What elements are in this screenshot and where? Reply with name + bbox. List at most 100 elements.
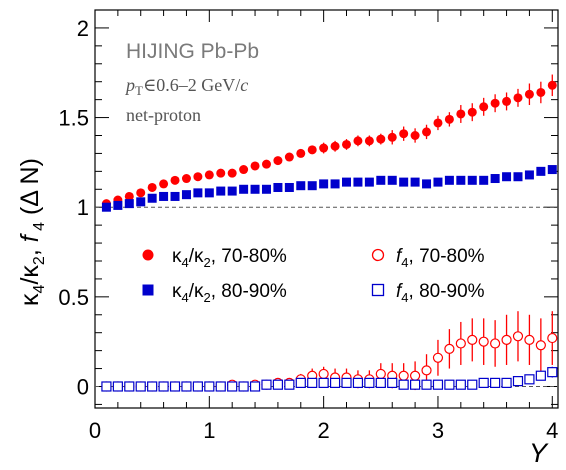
data-point-series-0 <box>513 93 523 103</box>
data-point-series-3 <box>535 370 546 381</box>
data-point-series-1 <box>502 172 512 182</box>
data-point-series-3 <box>490 377 501 389</box>
data-point-series-1 <box>239 184 249 194</box>
data-point-series-0 <box>444 114 454 124</box>
data-point-series-0 <box>342 139 352 149</box>
data-point-series-3 <box>158 381 169 392</box>
data-point-series-3 <box>467 379 478 390</box>
data-point-series-1 <box>513 172 523 182</box>
data-point-series-1 <box>273 182 283 192</box>
data-point-series-3 <box>421 379 432 390</box>
data-point-series-3 <box>112 381 123 392</box>
data-point-series-2 <box>318 368 329 380</box>
legend-label-kappa-70-80: κ4/κ2, 70-80% <box>172 246 287 270</box>
pt-range: ∈0.6–2 GeV/ <box>143 75 240 95</box>
data-point-series-1 <box>387 175 397 185</box>
y-label-f-sub: 4 <box>31 222 48 235</box>
y-tick-label: 1 <box>77 195 89 220</box>
data-point-series-3 <box>204 381 215 392</box>
data-point-series-3 <box>238 381 249 392</box>
plot-area-border <box>94 9 559 409</box>
data-point-series-0 <box>147 182 157 192</box>
data-point-series-0 <box>399 129 409 139</box>
data-point-series-1 <box>307 181 317 191</box>
data-point-series-3 <box>147 381 158 392</box>
data-point-series-1 <box>467 175 477 185</box>
data-point-series-1 <box>319 179 329 189</box>
data-point-series-3 <box>512 376 524 387</box>
data-point-series-1 <box>364 177 374 187</box>
data-point-series-3 <box>398 379 409 390</box>
data-point-series-0 <box>410 130 420 140</box>
data-point-series-0 <box>330 141 340 151</box>
data-point-series-1 <box>204 188 214 198</box>
pt-symbol: p <box>124 75 135 95</box>
data-point-series-3 <box>261 379 272 390</box>
data-point-series-0 <box>433 118 443 128</box>
data-point-series-1 <box>524 170 534 180</box>
data-point-series-3 <box>375 377 386 389</box>
legend: κ4/κ2, 70-80% κ4/κ2, 80-90% f4, 70-80% f… <box>142 246 485 305</box>
data-point-series-1 <box>444 175 454 185</box>
legend-marker-f4-70-80 <box>371 248 385 262</box>
data-point-series-1 <box>250 184 260 194</box>
data-point-series-0 <box>181 174 191 184</box>
data-point-series-0 <box>136 188 146 198</box>
data-point-series-1 <box>170 191 180 201</box>
data-point-series-1 <box>147 193 157 203</box>
data-point-series-0 <box>159 179 169 189</box>
data-point-series-1 <box>113 200 123 210</box>
pt-unit-c: c <box>240 75 248 95</box>
data-point-series-1 <box>353 177 363 187</box>
y-label-f: f <box>16 232 44 242</box>
data-point-series-1 <box>284 182 294 192</box>
tick-labels: 0 1 2 3 4 0 0.5 1 1.5 2 <box>58 16 558 443</box>
data-points <box>101 74 558 392</box>
y-tick-label: 1.5 <box>58 106 89 131</box>
data-point-series-2 <box>398 370 409 381</box>
data-point-series-3 <box>181 381 192 392</box>
data-point-series-2 <box>490 338 501 349</box>
data-point-series-0 <box>456 109 466 119</box>
y-label-sub-2: 2 <box>31 256 48 265</box>
data-point-series-0 <box>387 132 397 142</box>
data-point-series-1 <box>101 202 111 212</box>
data-point-series-3 <box>352 377 364 389</box>
data-point-series-2 <box>501 334 512 345</box>
chart-subtitle-observable: net-proton <box>126 105 201 125</box>
data-point-series-1 <box>136 197 146 207</box>
y-label-delta: (Δ N) <box>16 158 44 222</box>
data-point-series-3 <box>215 381 226 392</box>
data-point-series-1 <box>330 179 340 189</box>
data-point-series-3 <box>409 379 421 390</box>
x-tick-label: 4 <box>546 418 558 443</box>
data-point-series-2 <box>512 331 524 342</box>
data-point-series-0 <box>502 96 512 106</box>
y-label-kappa4: κ <box>16 293 44 306</box>
data-point-series-2 <box>444 343 455 354</box>
data-point-series-0 <box>170 175 180 185</box>
data-point-series-3 <box>101 381 112 392</box>
data-point-series-0 <box>536 87 546 97</box>
data-point-series-1 <box>342 177 352 187</box>
data-point-series-0 <box>227 168 237 178</box>
data-point-series-1 <box>376 175 386 185</box>
data-point-series-3 <box>227 381 238 392</box>
data-point-series-1 <box>479 175 489 185</box>
data-point-series-3 <box>124 381 135 392</box>
plot-frame <box>94 9 559 409</box>
data-point-series-0 <box>479 102 489 112</box>
data-point-series-3 <box>135 381 146 392</box>
data-point-series-2 <box>455 338 466 349</box>
data-point-series-3 <box>501 377 512 389</box>
x-tick-label: 1 <box>203 418 215 443</box>
data-point-series-1 <box>181 190 191 200</box>
legend-marker-kappa-80-90 <box>142 284 154 296</box>
data-point-series-0 <box>284 152 294 162</box>
data-point-series-1 <box>261 184 271 194</box>
data-point-series-0 <box>307 145 317 155</box>
y-label-comma: , <box>16 242 44 256</box>
data-point-series-0 <box>193 172 203 182</box>
